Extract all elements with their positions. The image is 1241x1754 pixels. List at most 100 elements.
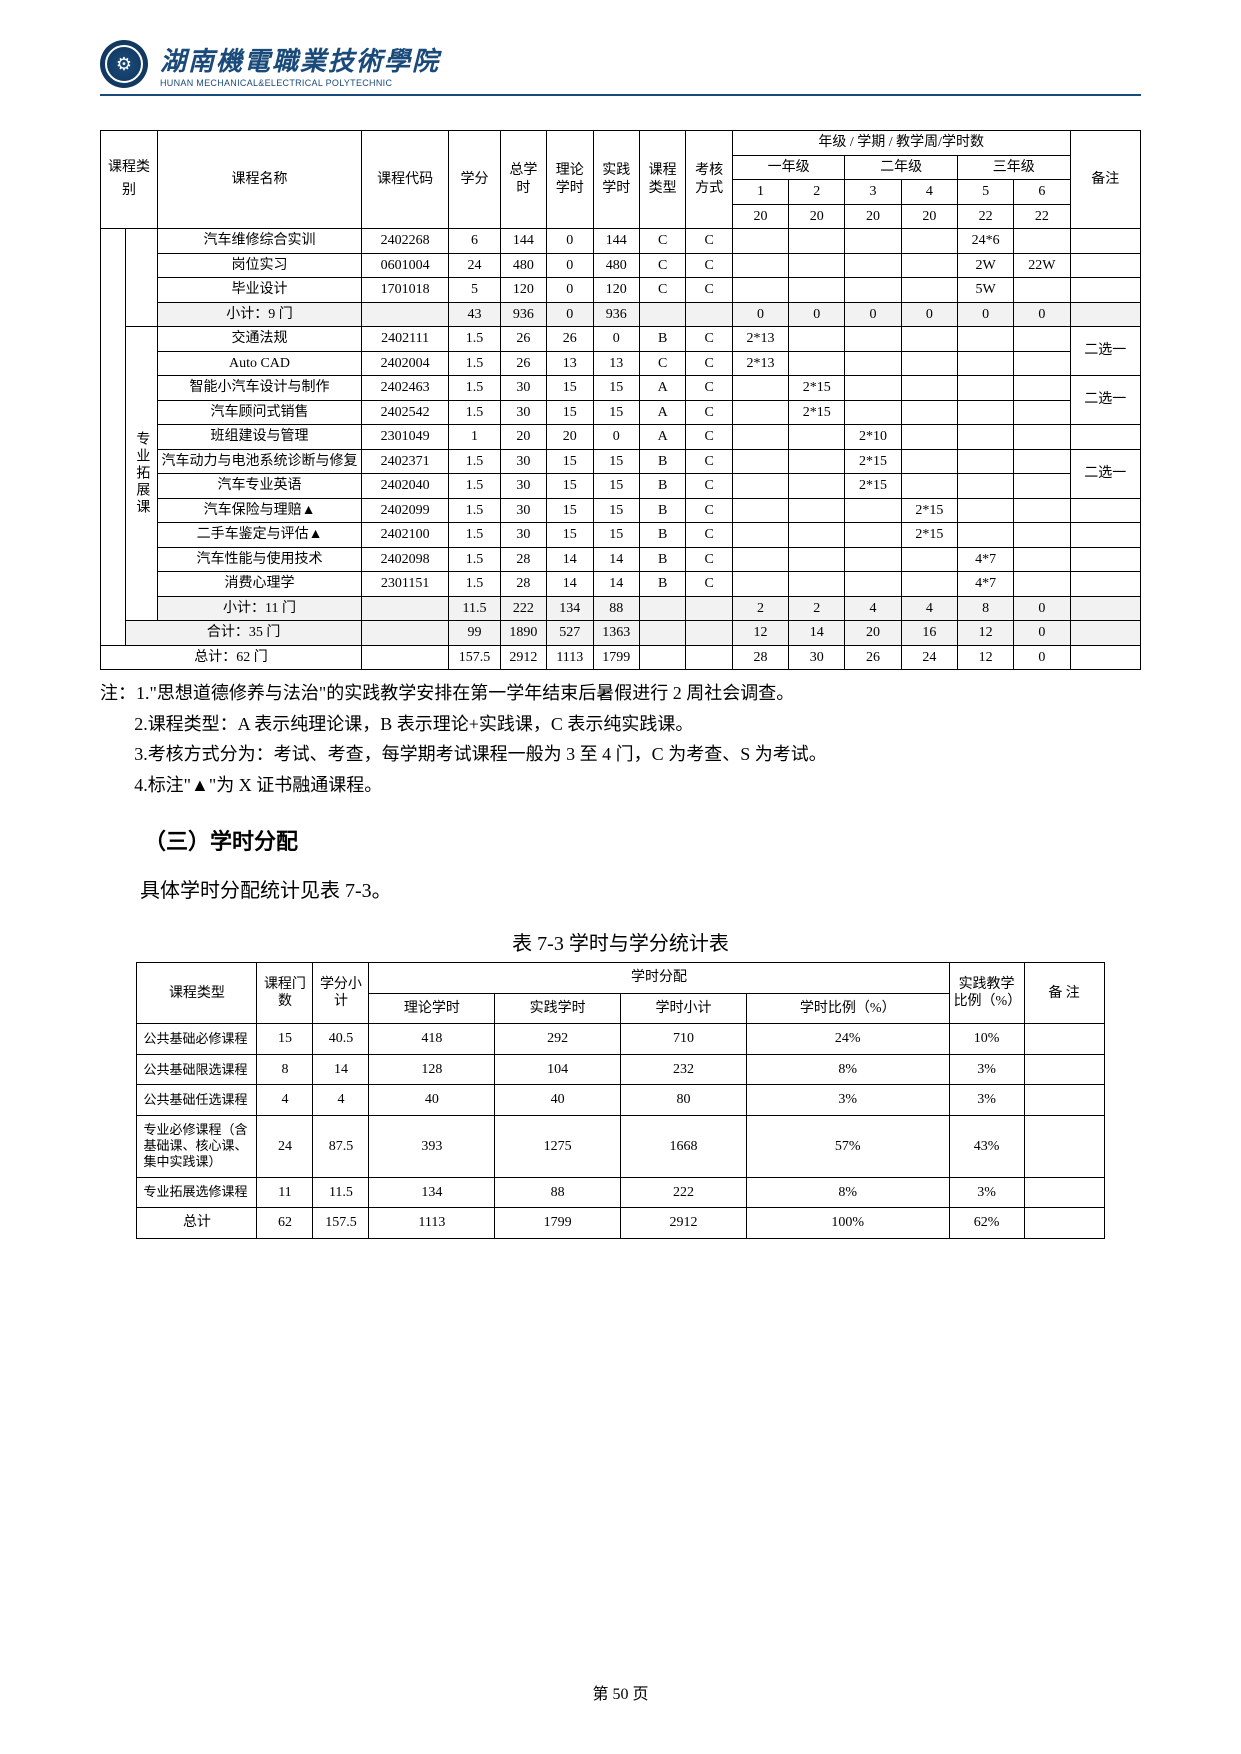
hdr-remark: 备注 bbox=[1070, 131, 1140, 229]
hdr-s2: 2 bbox=[789, 180, 845, 205]
t2-hdr-dist: 学时分配 bbox=[369, 963, 949, 994]
table-row: 汽车顾问式销售24025421.5301515AC2*15 bbox=[101, 400, 1141, 425]
course-name: 汽车维修综合实训 bbox=[157, 229, 361, 254]
hdr-w3: 20 bbox=[845, 204, 901, 229]
course-name: 智能小汽车设计与制作 bbox=[157, 376, 361, 401]
course-name: 二手车鉴定与评估▲ bbox=[157, 523, 361, 548]
table-row: 消费心理学23011511.5281414BC4*7 bbox=[101, 572, 1141, 597]
category-cell bbox=[101, 229, 126, 646]
page-header: ⚙ 湖南機電職業技術學院 HUNAN MECHANICAL&ELECTRICAL… bbox=[100, 40, 1141, 88]
hdr-s5: 5 bbox=[957, 180, 1013, 205]
hours-stat-table: 课程类型 课程门数 学分小计 学时分配 实践教学比例（%） 备 注 理论学时 实… bbox=[136, 962, 1104, 1238]
hdr-s4: 4 bbox=[901, 180, 957, 205]
hdr-s1: 1 bbox=[732, 180, 788, 205]
table-row: 汽车动力与电池系统诊断与修复24023711.5301515BC2*15二选一 bbox=[101, 449, 1141, 474]
table-row: 智能小汽车设计与制作24024631.5301515AC2*15二选一 bbox=[101, 376, 1141, 401]
note-3: 3.考核方式分为：考试、考查，每学期考试课程一般为 3 至 4 门，C 为考查、… bbox=[100, 739, 1141, 770]
school-name-en: HUNAN MECHANICAL&ELECTRICAL POLYTECHNIC bbox=[160, 78, 440, 88]
hdr-w6: 22 bbox=[1014, 204, 1070, 229]
school-logo: ⚙ bbox=[100, 40, 148, 88]
notes-block: 注：1."思想道德修养与法治"的实践教学安排在第一学年结束后暑假进行 2 周社会… bbox=[100, 678, 1141, 800]
sum-row: 合计：35 门991890527136312142016120 bbox=[101, 621, 1141, 646]
grand-total-row: 总计：62 门157.529121113179928302624120 bbox=[101, 645, 1141, 670]
hdr-category: 课程类别 bbox=[101, 131, 158, 229]
t2-hdr-practice: 实践学时 bbox=[495, 993, 621, 1024]
hdr-w1: 20 bbox=[732, 204, 788, 229]
table-row: 汽车维修综合实训240226861440144CC24*6 bbox=[101, 229, 1141, 254]
course-type-cell: 公共基础限选课程 bbox=[137, 1054, 257, 1085]
t2-header-row: 课程类型 课程门数 学分小计 学时分配 实践教学比例（%） 备 注 bbox=[137, 963, 1104, 994]
page-number: 第 50 页 bbox=[0, 1680, 1241, 1704]
t2-hdr-type: 课程类型 bbox=[137, 963, 257, 1024]
course-name: 汽车保险与理赔▲ bbox=[157, 498, 361, 523]
table-row: 专业拓展课交通法规24021111.526260BC2*13二选一 bbox=[101, 327, 1141, 352]
subcategory-cell: 专业拓展课 bbox=[126, 327, 158, 621]
course-type-cell: 专业必修课程（含基础课、核心课、集中实践课） bbox=[137, 1115, 257, 1177]
course-type-cell: 公共基础任选课程 bbox=[137, 1085, 257, 1116]
table-row: 公共基础必修课程1540.541829271024%10% bbox=[137, 1024, 1104, 1055]
hdr-y3: 三年级 bbox=[957, 155, 1070, 180]
hdr-year-group: 年级 / 学期 / 教学周/学时数 bbox=[732, 131, 1070, 156]
course-name: 毕业设计 bbox=[157, 278, 361, 303]
table-header-row: 课程类别 课程名称 课程代码 学分 总学时 理论学时 实践学时 课程类型 考核方… bbox=[101, 131, 1141, 156]
t2-hdr-count: 课程门数 bbox=[257, 963, 313, 1024]
header-divider bbox=[100, 94, 1141, 96]
table-row: 公共基础限选课程8141281042328%3% bbox=[137, 1054, 1104, 1085]
note-2: 2.课程类型：A 表示纯理论课，B 表示理论+实践课，C 表示纯实践课。 bbox=[100, 709, 1141, 740]
remark-cell: 二选一 bbox=[1070, 449, 1140, 498]
table-row: 毕业设计170101851200120CC5W bbox=[101, 278, 1141, 303]
hdr-y1: 一年级 bbox=[732, 155, 845, 180]
remark-cell: 二选一 bbox=[1070, 327, 1140, 376]
hdr-exam: 考核方式 bbox=[686, 131, 732, 229]
section-3-body: 具体学时分配统计见表 7-3。 bbox=[100, 874, 1141, 903]
course-name: 班组建设与管理 bbox=[157, 425, 361, 450]
table-row: 专业必修课程（含基础课、核心课、集中实践课）2487.5393127516685… bbox=[137, 1115, 1104, 1177]
course-type-cell: 专业拓展选修课程 bbox=[137, 1177, 257, 1208]
hdr-code: 课程代码 bbox=[362, 131, 449, 229]
t2-hdr-credit: 学分小计 bbox=[313, 963, 369, 1024]
table-row: 汽车保险与理赔▲24020991.5301515BC2*15 bbox=[101, 498, 1141, 523]
subtotal-row: 小计：11 门11.522213488224480 bbox=[101, 596, 1141, 621]
course-name: 消费心理学 bbox=[157, 572, 361, 597]
t2-hdr-remark: 备 注 bbox=[1024, 963, 1104, 1024]
hdr-y2: 二年级 bbox=[845, 155, 958, 180]
t2-hdr-subtotal: 学时小计 bbox=[621, 993, 747, 1024]
note-4: 4.标注"▲"为 X 证书融通课程。 bbox=[100, 770, 1141, 801]
table-row: 岗位实习0601004244800480CC2W22W bbox=[101, 253, 1141, 278]
table-row: 二手车鉴定与评估▲24021001.5301515BC2*15 bbox=[101, 523, 1141, 548]
hdr-ctype: 课程类型 bbox=[639, 131, 685, 229]
table-row: 班组建设与管理2301049120200AC2*10 bbox=[101, 425, 1141, 450]
subtotal-row: 小计：9 门439360936000000 bbox=[101, 302, 1141, 327]
t2-hdr-pratio: 实践教学比例（%） bbox=[949, 963, 1024, 1024]
course-name: 岗位实习 bbox=[157, 253, 361, 278]
hdr-practice: 实践学时 bbox=[593, 131, 639, 229]
course-type-cell: 公共基础必修课程 bbox=[137, 1024, 257, 1055]
hdr-theory: 理论学时 bbox=[547, 131, 593, 229]
table-row: Auto CAD24020041.5261313CC2*13 bbox=[101, 351, 1141, 376]
hdr-w2: 20 bbox=[789, 204, 845, 229]
note-1: 注：1."思想道德修养与法治"的实践教学安排在第一学年结束后暑假进行 2 周社会… bbox=[100, 678, 1141, 709]
hdr-credit: 学分 bbox=[449, 131, 500, 229]
table-row: 汽车专业英语24020401.5301515BC2*15 bbox=[101, 474, 1141, 499]
course-name: 汽车动力与电池系统诊断与修复 bbox=[157, 449, 361, 474]
hdr-s6: 6 bbox=[1014, 180, 1070, 205]
t2-hdr-ratio: 学时比例（%） bbox=[746, 993, 949, 1024]
hdr-w5: 22 bbox=[957, 204, 1013, 229]
hdr-w4: 20 bbox=[901, 204, 957, 229]
t2-hdr-theory: 理论学时 bbox=[369, 993, 495, 1024]
table-7-3-caption: 表 7-3 学时与学分统计表 bbox=[100, 927, 1141, 956]
course-name: 交通法规 bbox=[157, 327, 361, 352]
section-3-title: （三）学时分配 bbox=[144, 824, 1141, 856]
course-name: 汽车性能与使用技术 bbox=[157, 547, 361, 572]
table-row: 公共基础任选课程444040803%3% bbox=[137, 1085, 1104, 1116]
remark-cell: 二选一 bbox=[1070, 376, 1140, 425]
hdr-name: 课程名称 bbox=[157, 131, 361, 229]
hdr-total: 总学时 bbox=[500, 131, 546, 229]
course-table: 课程类别 课程名称 课程代码 学分 总学时 理论学时 实践学时 课程类型 考核方… bbox=[100, 130, 1141, 670]
course-name: 汽车顾问式销售 bbox=[157, 400, 361, 425]
school-name-block: 湖南機電職業技術學院 HUNAN MECHANICAL&ELECTRICAL P… bbox=[160, 41, 440, 88]
hdr-s3: 3 bbox=[845, 180, 901, 205]
table-row: 汽车性能与使用技术24020981.5281414BC4*7 bbox=[101, 547, 1141, 572]
table-row: 专业拓展选修课程1111.5134882228%3% bbox=[137, 1177, 1104, 1208]
total-row: 总计62157.5111317992912100%62% bbox=[137, 1208, 1104, 1239]
